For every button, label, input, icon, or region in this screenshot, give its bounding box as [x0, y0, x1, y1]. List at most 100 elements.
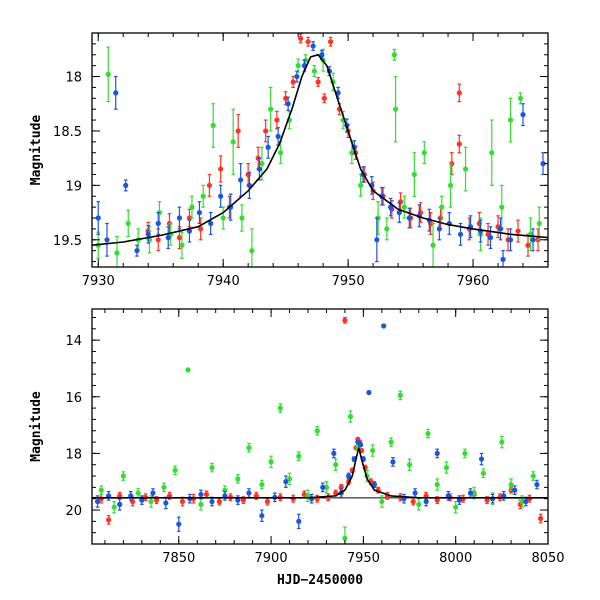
data-point-marker	[366, 389, 372, 396]
data-point	[434, 478, 440, 491]
data-point	[295, 58, 301, 73]
data-point	[298, 33, 304, 44]
data-point-marker	[392, 106, 399, 112]
data-point-marker	[186, 215, 193, 221]
x-tick-label: 7930	[82, 274, 115, 289]
data-point-marker	[358, 182, 364, 188]
data-point	[286, 472, 293, 486]
data-point-marker	[499, 439, 505, 445]
data-point	[246, 488, 252, 498]
data-point-marker	[249, 248, 255, 254]
data-point-marker	[256, 166, 263, 172]
data-point-marker	[286, 476, 293, 482]
data-point	[499, 435, 505, 449]
data-point	[507, 228, 514, 252]
data-point-marker	[95, 215, 101, 221]
data-point-marker	[520, 112, 526, 118]
data-point-marker	[98, 487, 104, 493]
data-point-marker	[490, 496, 496, 502]
data-point	[106, 515, 112, 525]
x-tick-label: 7960	[456, 274, 489, 289]
data-point	[200, 184, 206, 208]
data-point	[135, 488, 141, 498]
data-point-marker	[457, 231, 464, 237]
data-point	[208, 211, 214, 235]
y-tick-label: 19	[65, 179, 82, 194]
data-point-marker	[150, 490, 156, 496]
data-point-marker	[430, 242, 436, 248]
data-point	[390, 457, 396, 467]
data-point	[172, 465, 178, 476]
data-point	[263, 119, 269, 143]
data-point	[185, 367, 191, 373]
data-point-marker	[196, 209, 203, 216]
data-point	[347, 410, 354, 423]
data-point-marker	[512, 487, 518, 493]
x-tick-label: 7850	[162, 551, 195, 566]
data-point-marker	[406, 462, 413, 468]
data-point	[320, 482, 326, 493]
data-point	[358, 173, 364, 197]
data-point-marker	[120, 473, 126, 479]
data-point-marker	[105, 71, 111, 77]
data-point-marker	[319, 52, 325, 58]
data-point-marker	[388, 439, 394, 445]
data-point	[186, 219, 193, 243]
data-point	[315, 77, 321, 87]
data-point-marker	[274, 117, 280, 123]
data-point-marker	[410, 498, 416, 505]
data-point-marker	[218, 193, 224, 199]
data-point	[155, 211, 161, 235]
data-point	[305, 36, 311, 47]
data-point	[523, 496, 529, 507]
data-point-marker	[484, 497, 490, 503]
data-point	[222, 491, 228, 501]
data-point-marker	[321, 95, 327, 101]
data-point-marker	[421, 150, 427, 156]
data-point-marker	[489, 150, 495, 156]
data-point	[453, 500, 459, 514]
data-point-marker	[310, 43, 316, 49]
data-point-marker	[296, 518, 302, 524]
data-point	[238, 163, 244, 197]
data-point	[456, 134, 462, 154]
data-point	[198, 489, 204, 500]
data-point-marker	[358, 442, 364, 448]
data-point-marker	[416, 501, 422, 507]
data-point-marker	[370, 447, 376, 454]
data-point	[161, 482, 167, 493]
data-point-marker	[163, 500, 169, 506]
data-point	[519, 495, 525, 508]
model-light-curve	[92, 53, 548, 246]
data-point-marker	[311, 68, 317, 74]
data-point	[189, 195, 195, 219]
data-point-marker	[209, 464, 215, 471]
data-point-marker	[209, 498, 215, 505]
data-point	[530, 228, 536, 252]
data-point	[134, 244, 140, 257]
data-point	[321, 93, 327, 104]
data-point-marker	[94, 498, 101, 505]
data-point-marker	[290, 79, 296, 85]
data-point-marker	[500, 256, 506, 262]
data-point-marker	[515, 228, 521, 234]
data-point	[296, 451, 302, 462]
data-point-marker	[259, 481, 265, 488]
data-point-marker	[396, 209, 402, 216]
data-point	[536, 206, 542, 241]
zoomed-light-curve-panel: 7930 7940 7950 7960 18 18.5 19 19.5 Magnitude	[29, 32, 549, 289]
data-point	[421, 141, 427, 165]
data-point-marker	[530, 237, 536, 243]
data-point	[268, 455, 274, 469]
data-point	[274, 110, 280, 130]
data-point-marker	[434, 481, 440, 488]
data-point	[477, 219, 484, 243]
data-point	[218, 184, 224, 208]
data-point-marker	[230, 139, 236, 145]
data-point-marker	[148, 498, 154, 505]
data-point	[500, 250, 506, 267]
x-axis-title: HJD−2450000	[277, 573, 363, 588]
data-point-marker	[379, 498, 385, 505]
data-point	[265, 135, 271, 159]
data-point	[397, 390, 403, 401]
